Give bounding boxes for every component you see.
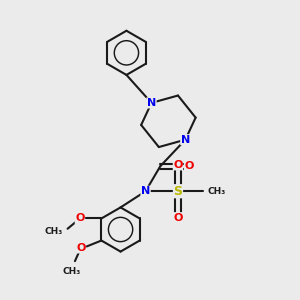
Text: N: N	[141, 186, 150, 196]
Text: O: O	[184, 161, 194, 171]
Text: CH₃: CH₃	[63, 267, 81, 276]
Text: S: S	[173, 185, 182, 198]
Text: CH₃: CH₃	[207, 187, 226, 196]
Text: CH₃: CH₃	[45, 227, 63, 236]
Text: N: N	[147, 98, 156, 108]
Text: O: O	[76, 243, 86, 253]
Text: N: N	[181, 135, 190, 145]
Text: O: O	[75, 214, 85, 224]
Text: O: O	[173, 160, 183, 170]
Text: O: O	[173, 213, 183, 223]
